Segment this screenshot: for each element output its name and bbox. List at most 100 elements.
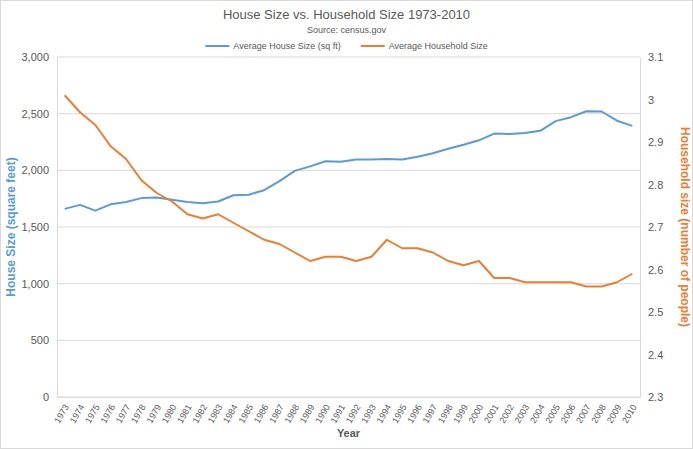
y2-tick: 2.6 bbox=[640, 264, 663, 276]
y-tick: 2,500 bbox=[21, 108, 57, 120]
x-tick-label: 1991 bbox=[329, 403, 348, 425]
y-tick-label: 1,000 bbox=[21, 278, 49, 290]
legend-swatch bbox=[205, 45, 229, 47]
x-tick-label: 2006 bbox=[559, 403, 578, 425]
y2-tick-label: 2.9 bbox=[648, 136, 663, 148]
grid-line bbox=[57, 113, 640, 114]
x-tick-label: 1981 bbox=[175, 403, 194, 425]
y2-tick-label: 2.7 bbox=[648, 221, 663, 233]
x-tick-label: 2004 bbox=[528, 403, 547, 425]
x-axis-line bbox=[58, 397, 641, 398]
y2-tick: 3.1 bbox=[640, 51, 663, 63]
x-axis-title: Year bbox=[337, 427, 361, 439]
x-tick-label: 2007 bbox=[574, 403, 593, 425]
y2-tick-label: 2.5 bbox=[648, 306, 663, 318]
chart: 05001,0001,5002,0002,5003,0002.32.42.52.… bbox=[0, 0, 693, 449]
x-tick-label: 1979 bbox=[144, 403, 163, 425]
y2-tick-label: 3 bbox=[648, 94, 654, 106]
x-tick-label: 1985 bbox=[237, 403, 256, 425]
legend-swatch bbox=[361, 45, 385, 47]
y-tick: 500 bbox=[31, 334, 57, 346]
grid-line bbox=[57, 57, 640, 58]
y2-tick: 2.3 bbox=[640, 391, 663, 403]
legend-label: Average Household Size bbox=[389, 41, 488, 51]
y2-tick-label: 2.8 bbox=[648, 179, 663, 191]
grid-line bbox=[57, 340, 640, 341]
y2-axis-line bbox=[640, 58, 641, 398]
y-tick-label: 3,000 bbox=[21, 51, 49, 63]
y-axis: 0 500 1,000 1,500 2,000 2,500 3,000 bbox=[21, 51, 57, 403]
x-tick-label: 1995 bbox=[390, 403, 409, 425]
y-tick-label: 0 bbox=[43, 391, 49, 403]
x-tick-label: 2003 bbox=[513, 403, 532, 425]
x-tick-label: 2000 bbox=[467, 403, 486, 425]
x-tick-label: 2001 bbox=[482, 403, 501, 425]
x-tick-label: 1988 bbox=[283, 403, 302, 425]
x-tick-label: 1993 bbox=[359, 403, 378, 425]
y2-tick: 2.8 bbox=[640, 179, 663, 191]
x-tick-label: 1974 bbox=[68, 403, 87, 425]
x-tick-label: 2010 bbox=[620, 403, 639, 425]
series-line bbox=[65, 111, 633, 210]
chart-frame bbox=[1, 1, 693, 449]
grid-line bbox=[57, 170, 640, 171]
grid-line bbox=[57, 283, 640, 284]
x-tick-label: 1983 bbox=[206, 403, 225, 425]
legend-item: Average House Size (sq ft) bbox=[205, 41, 340, 51]
y2-axis-title: Household size (number of people) bbox=[678, 127, 692, 327]
y2-tick: 2.9 bbox=[640, 136, 663, 148]
x-tick-label: 1989 bbox=[298, 403, 317, 425]
y2-tick-label: 2.3 bbox=[648, 391, 663, 403]
x-tick-label: 1987 bbox=[267, 403, 286, 425]
y-axis-title: House Size (square feet) bbox=[4, 157, 18, 296]
y-tick-label: 1,500 bbox=[21, 221, 49, 233]
x-tick-label: 2008 bbox=[589, 403, 608, 425]
legend-label: Average House Size (sq ft) bbox=[233, 41, 340, 51]
y2-tick: 2.7 bbox=[640, 221, 663, 233]
x-tick-label: 1978 bbox=[129, 403, 148, 425]
y2-tick-label: 2.4 bbox=[648, 349, 663, 361]
y2-axis: 2.3 2.4 2.5 2.6 2.7 2.8 2.9 3 3.1 bbox=[640, 51, 663, 403]
chart-title: House Size vs. Household Size 1973-2010 bbox=[223, 7, 470, 22]
y-tick: 3,000 bbox=[21, 51, 57, 63]
x-tick-label: 1992 bbox=[344, 403, 363, 425]
x-tick-label: 1998 bbox=[436, 403, 455, 425]
legend-item: Average Household Size bbox=[361, 41, 488, 51]
y-tick-label: 500 bbox=[31, 334, 49, 346]
x-tick-label: 1996 bbox=[405, 403, 424, 425]
x-tick-label: 1980 bbox=[160, 403, 179, 425]
grid-line bbox=[57, 227, 640, 228]
x-tick-label: 1982 bbox=[190, 403, 209, 425]
x-tick-label: 2009 bbox=[605, 403, 624, 425]
plot-area bbox=[65, 95, 633, 286]
x-tick: 2010 bbox=[620, 397, 639, 425]
series-line bbox=[65, 95, 633, 286]
y2-tick: 2.5 bbox=[640, 306, 663, 318]
grid-line bbox=[57, 397, 640, 398]
x-tick-label: 2002 bbox=[497, 403, 516, 425]
chart-subtitle: Source: census.gov bbox=[307, 25, 387, 35]
y-axis-line bbox=[57, 58, 58, 398]
x-tick-label: 1997 bbox=[421, 403, 440, 425]
x-tick-label: 1984 bbox=[221, 403, 240, 425]
y-tick-label: 2,000 bbox=[21, 164, 49, 176]
x-tick-label: 1973 bbox=[52, 403, 71, 425]
legend: Average House Size (sq ft) Average Househ… bbox=[205, 41, 487, 51]
y-tick: 1,000 bbox=[21, 278, 57, 290]
grid bbox=[57, 57, 640, 397]
y-tick: 2,000 bbox=[21, 164, 57, 176]
y-tick: 1,500 bbox=[21, 221, 57, 233]
x-tick-label: 1977 bbox=[114, 403, 133, 425]
y2-tick: 2.4 bbox=[640, 349, 663, 361]
y2-tick: 3 bbox=[640, 94, 654, 106]
y-tick: 0 bbox=[43, 391, 57, 403]
x-tick-label: 1975 bbox=[83, 403, 102, 425]
x-tick-label: 1999 bbox=[451, 403, 470, 425]
y2-tick-label: 2.6 bbox=[648, 264, 663, 276]
x-axis: 1973197419751976197719781979198019811982… bbox=[52, 397, 640, 425]
x-tick-label: 1976 bbox=[98, 403, 117, 425]
x-tick-label: 1986 bbox=[252, 403, 271, 425]
x-tick-label: 2005 bbox=[543, 403, 562, 425]
y-tick-label: 2,500 bbox=[21, 108, 49, 120]
x-tick-label: 1994 bbox=[375, 403, 394, 425]
